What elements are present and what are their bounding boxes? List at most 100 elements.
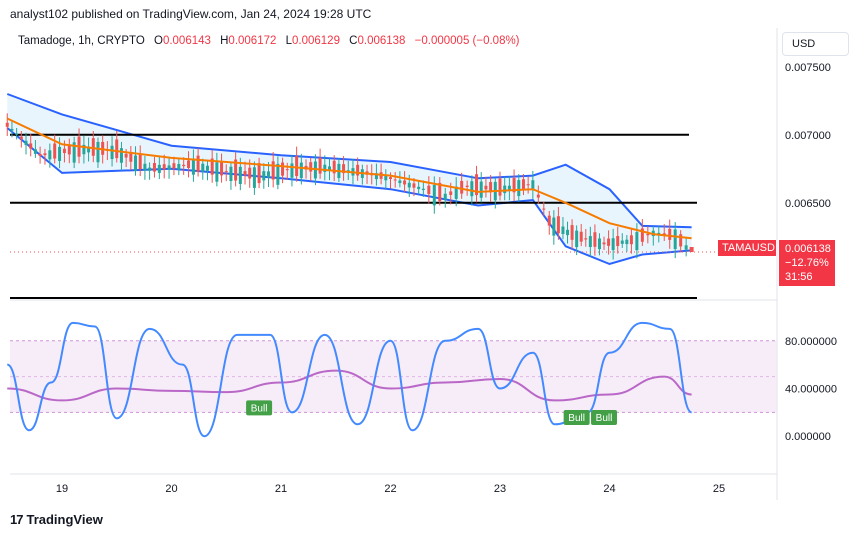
candle-body: [62, 148, 66, 154]
candle-body: [421, 188, 425, 191]
candle-body: [561, 226, 565, 235]
candle-body: [157, 164, 161, 173]
logo-text: TradingView: [26, 512, 103, 527]
candle-body: [579, 231, 583, 242]
candle-body: [597, 238, 601, 250]
candle-body: [475, 174, 479, 196]
time-axis-label: 23: [494, 483, 506, 495]
high-label: H: [220, 35, 229, 47]
candle-body: [646, 233, 650, 236]
candle-body: [67, 144, 71, 155]
candle-body: [356, 164, 360, 176]
candle-body: [673, 229, 677, 250]
tradingview-logo-icon: 17: [10, 512, 24, 527]
oscillator-axis-label: 80.000000: [785, 336, 837, 348]
candle-body: [566, 229, 570, 236]
ohlc-legend: Tamadoge, 1h, CRYPTO O0.006143 H0.006172…: [18, 35, 520, 47]
candle-body: [38, 153, 42, 156]
candle-body: [87, 146, 91, 153]
candle-body: [290, 163, 294, 178]
symbol-label: Tamadoge, 1h, CRYPTO: [18, 35, 145, 47]
candle-body: [588, 236, 592, 248]
candle-body: [432, 184, 436, 206]
candle-body: [10, 128, 14, 131]
candle-body: [138, 154, 142, 170]
time-axis-label: 20: [165, 483, 177, 495]
candle-body: [323, 164, 327, 172]
time-axis-label: 24: [603, 483, 615, 495]
candle-body: [82, 144, 86, 155]
candle-body: [201, 163, 205, 172]
candle-body: [517, 180, 521, 197]
candle-body: [318, 157, 322, 174]
candle-body: [271, 161, 275, 180]
tradingview-logo[interactable]: 17 TradingView: [10, 512, 103, 527]
bull-badge-label: Bull: [568, 413, 585, 424]
candle-body: [182, 164, 186, 167]
candle-body: [668, 228, 672, 240]
candle-body: [266, 171, 270, 178]
candle-body: [220, 162, 224, 176]
candle-body: [454, 186, 458, 199]
candle-body: [607, 238, 611, 246]
candle-body: [15, 133, 19, 135]
candle-body: [625, 239, 629, 245]
candle-body: [72, 142, 76, 163]
oscillator-axis-label: 40.000000: [785, 384, 837, 396]
candle-body: [143, 163, 147, 171]
candle-body: [531, 180, 535, 190]
candle-body: [148, 167, 152, 171]
candle-body: [584, 238, 588, 240]
candle-body: [19, 136, 23, 140]
candle-body: [43, 153, 47, 156]
candle-body: [438, 182, 442, 202]
moving-average-line: [6, 117, 692, 240]
candle-body: [407, 182, 411, 188]
candle-body: [684, 245, 688, 250]
candle-body: [503, 185, 507, 194]
candle-body: [593, 232, 597, 247]
candle-body: [479, 181, 483, 198]
candle-body: [507, 185, 511, 191]
candle-body: [124, 153, 128, 158]
bull-badge-label: Bull: [251, 403, 268, 414]
symbol-price-tag: TAMAUSD: [718, 240, 776, 256]
candle-body: [110, 145, 114, 160]
candle-body: [570, 225, 574, 240]
candle-body: [29, 143, 33, 149]
candle-body: [309, 162, 313, 172]
stoch-d-line: [7, 369, 692, 402]
candle-body: [521, 179, 525, 189]
candle-body: [281, 162, 285, 176]
last-candle: [689, 247, 694, 253]
candle-body: [24, 140, 28, 145]
time-axis-label: 19: [56, 483, 68, 495]
candle-body: [332, 160, 336, 174]
candle-body: [449, 191, 453, 195]
candle-body: [512, 177, 516, 193]
candle-body: [384, 175, 388, 181]
candle-body: [552, 217, 556, 236]
time-axis-label: 22: [384, 483, 396, 495]
candle-body: [285, 169, 289, 171]
candle-body: [393, 179, 397, 181]
candle-body: [611, 238, 615, 251]
candle-body: [498, 178, 502, 196]
candle-body: [327, 166, 331, 171]
currency-button[interactable]: USD: [782, 32, 849, 56]
candle-body: [33, 149, 37, 154]
candle-body: [412, 183, 416, 188]
candle-body: [238, 166, 242, 185]
candle-body: [53, 143, 57, 159]
candle-body: [191, 158, 195, 175]
candle-body: [257, 163, 261, 184]
publish-info: analyst102 published on TradingView.com,…: [10, 7, 372, 21]
candle-body: [299, 162, 303, 179]
candle-body: [129, 153, 133, 162]
candle-body: [465, 185, 469, 187]
candle-body: [602, 242, 606, 245]
candle-body: [115, 139, 119, 159]
bull-badge-2: [591, 409, 618, 425]
candle-body: [635, 232, 639, 251]
